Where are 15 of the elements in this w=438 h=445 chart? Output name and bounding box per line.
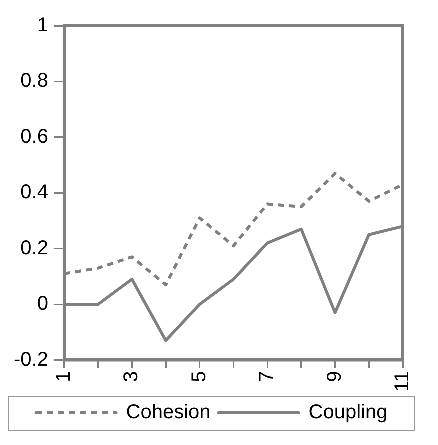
y-tick-label: 0.8: [20, 70, 48, 92]
x-tick-label: 3: [120, 371, 143, 382]
x-tick-label: 7: [256, 371, 278, 382]
y-tick-label: 0.6: [20, 126, 48, 148]
y-tick-label: 0: [37, 293, 48, 316]
legend-label: Coupling: [308, 402, 388, 424]
y-tick-label: 1: [37, 14, 48, 37]
legend-label: Cohesion: [126, 402, 211, 424]
x-tick-label: 5: [188, 371, 210, 382]
y-tick-label: 0.4: [20, 182, 48, 204]
x-tick-label: 11: [392, 371, 414, 392]
x-tick-label: 1: [52, 371, 75, 382]
y-tick-label: 0.2: [20, 237, 48, 260]
x-tick-label: 9: [324, 371, 346, 382]
y-tick-label: -0.2: [14, 348, 48, 371]
